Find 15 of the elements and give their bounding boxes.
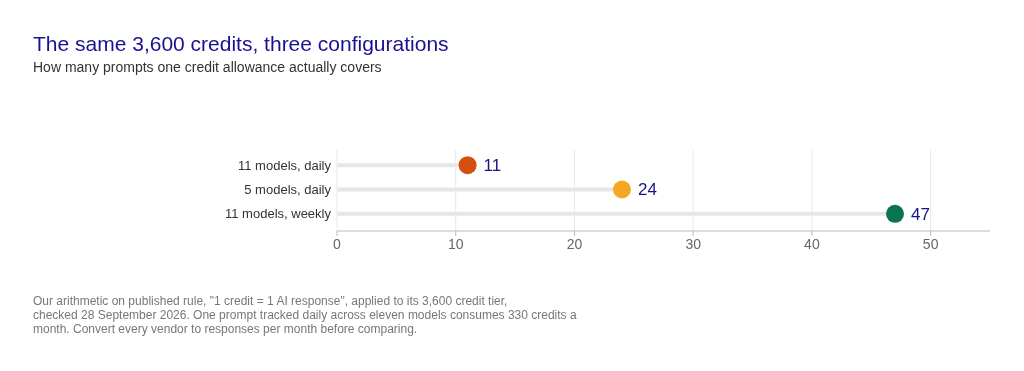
- x-tick-label: 30: [685, 236, 702, 252]
- text: Our arithmetic on published rule, "1 credit = 1 AI response", applied to its 3,600 credit tier, checked 28 September 2026. One prompt tracked daily across eleven models consumes 330 credits a month. Convert every vendor to responses per month before comparing.: [33, 294, 577, 336]
- x-tick-label: 20: [566, 236, 583, 252]
- data-label: 24: [637, 180, 657, 200]
- data-label: 47: [911, 204, 930, 224]
- x-tick-label: 0: [333, 236, 342, 252]
- text: How many prompts one credit allowance actually covers: [33, 59, 382, 75]
- data-label: 11: [483, 156, 502, 176]
- y-tick-label: 11 models, weekly: [225, 206, 332, 222]
- x-tick-label: 50: [922, 236, 939, 252]
- chart-title: The same 3,600 credits, three configurations: [33, 32, 449, 55]
- y-tick-label: 5 models, daily: [244, 182, 332, 198]
- x-tick-label: 10: [447, 236, 464, 252]
- x-tick-label: 40: [804, 236, 820, 252]
- y-tick-label: 11 models, daily: [238, 157, 332, 173]
